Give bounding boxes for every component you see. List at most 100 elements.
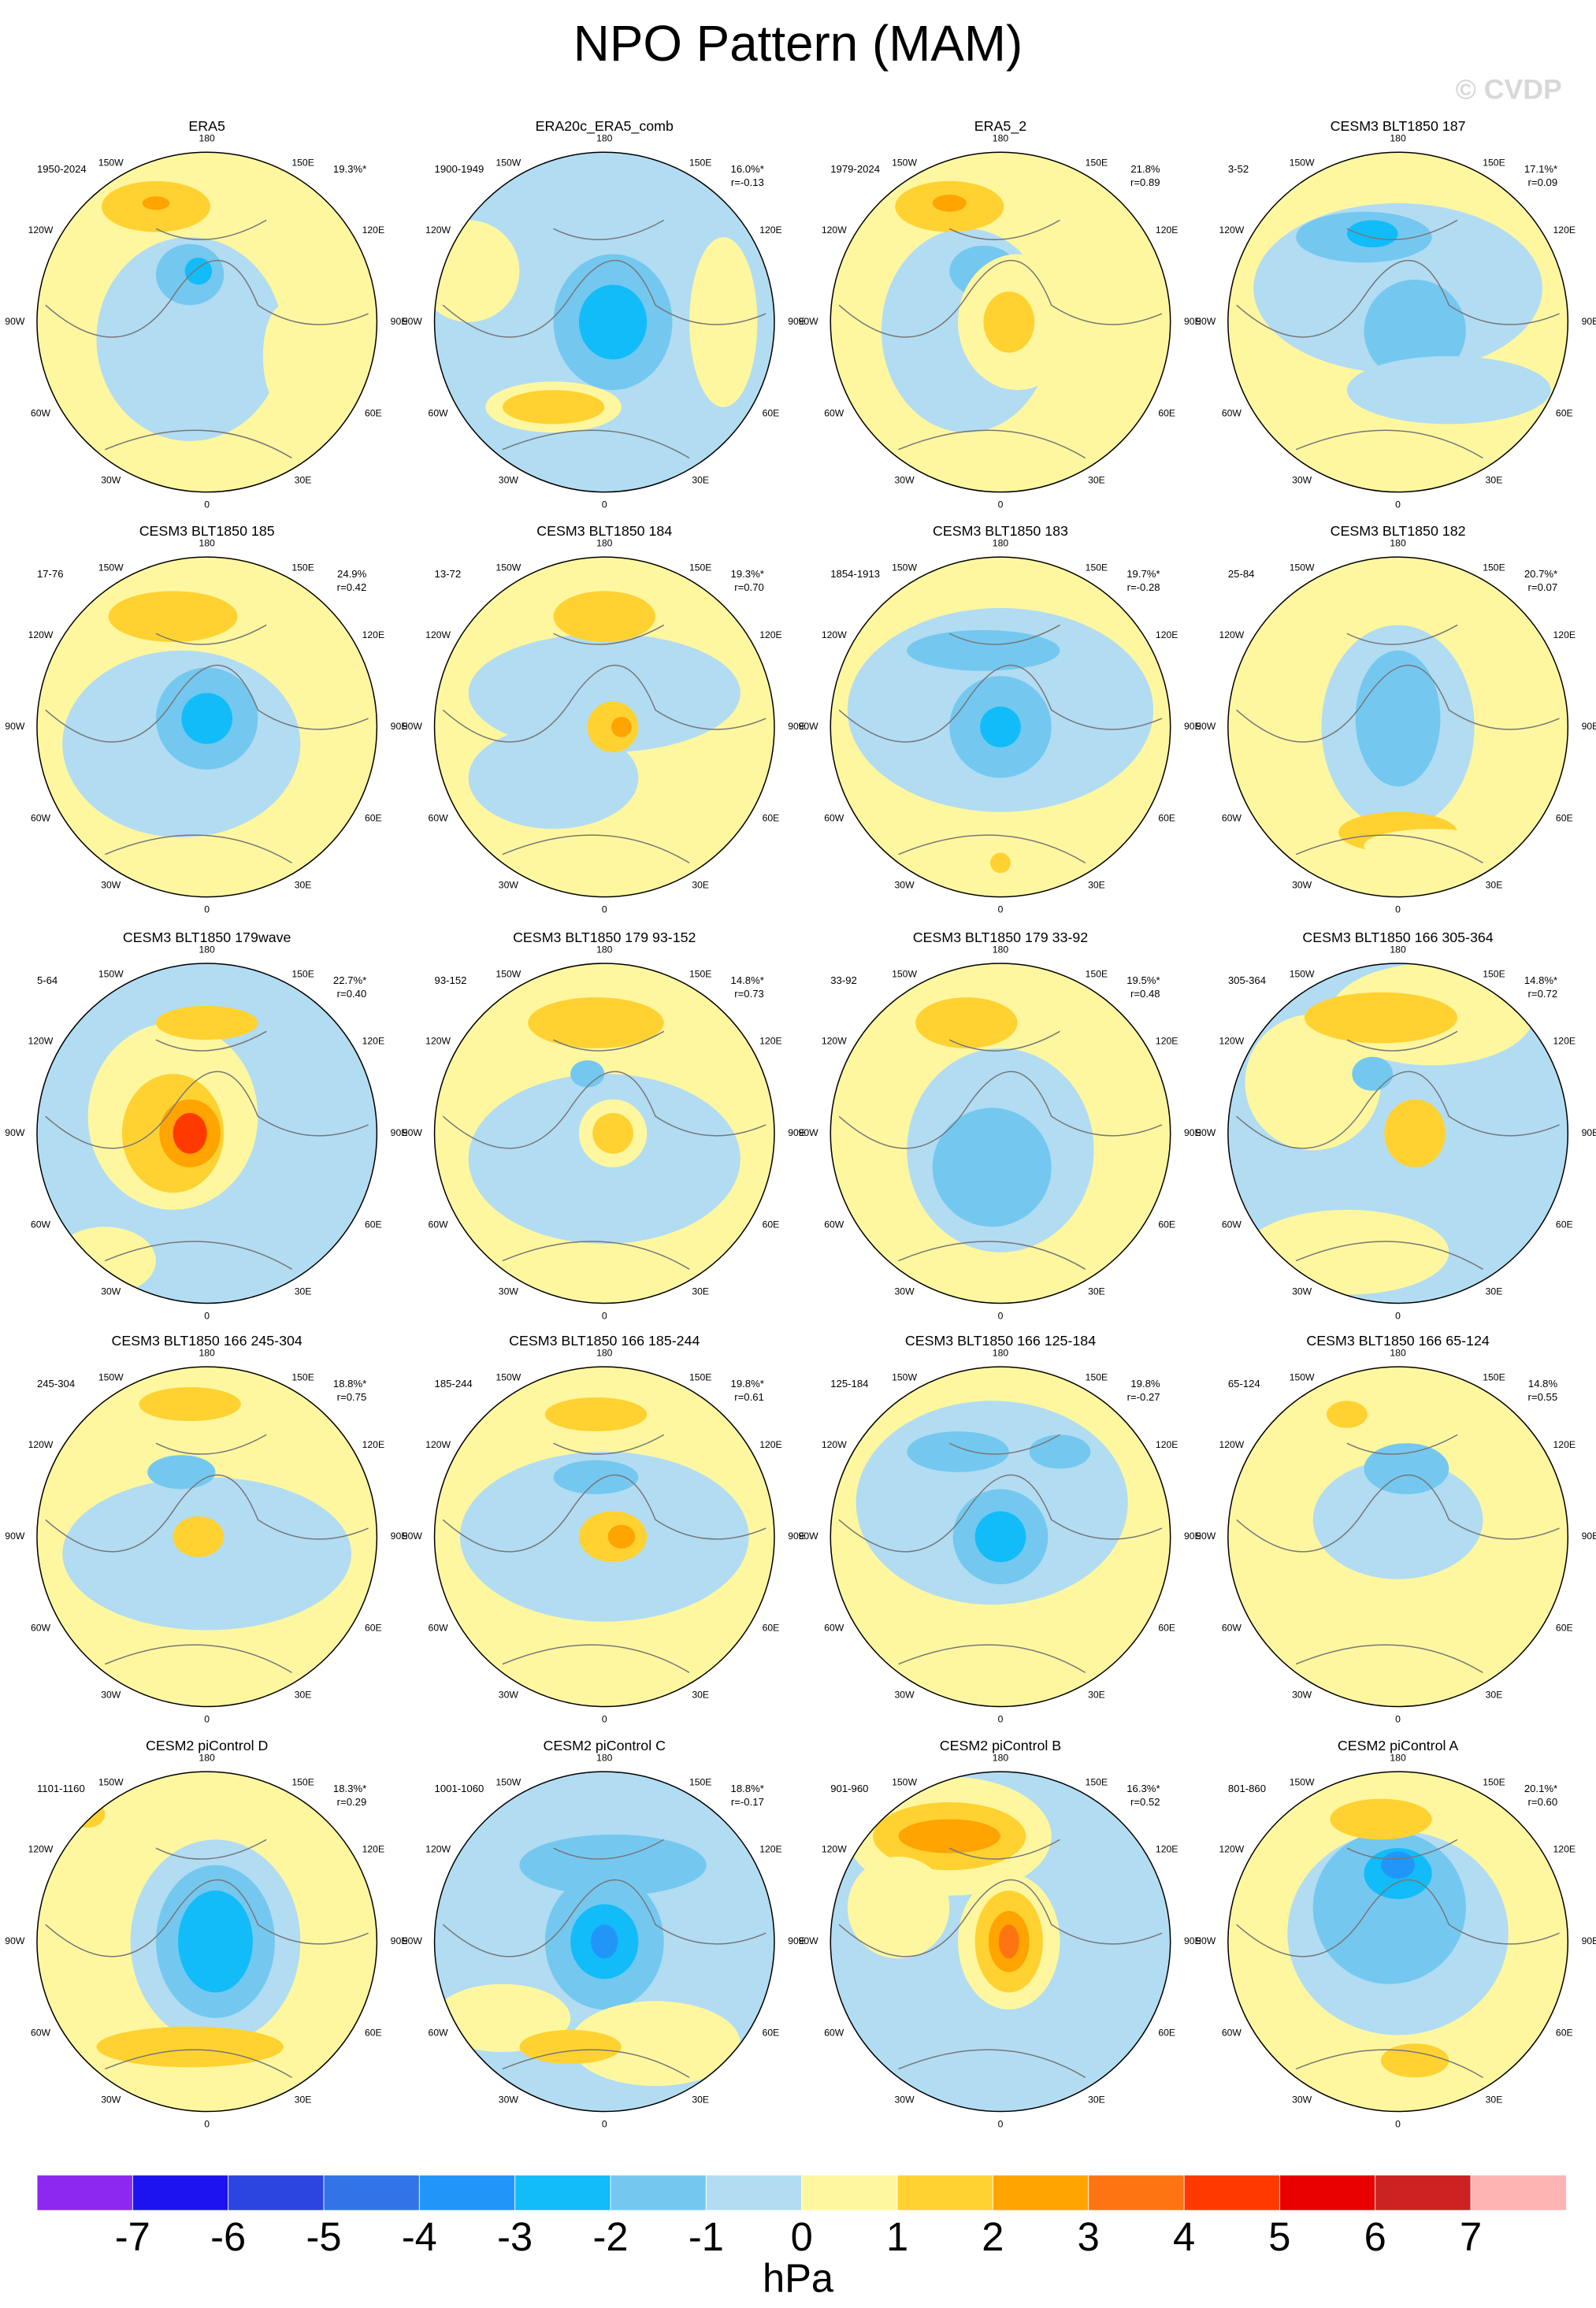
panel-title: ERA5_2	[974, 118, 1026, 135]
longitude-label: 0	[998, 1714, 1004, 1725]
anomaly-field	[45, 591, 369, 864]
longitude-label: 180	[596, 538, 613, 549]
panel-title: CESM3 BLT1850 184	[536, 523, 672, 539]
longitude-label: 90W	[1196, 1127, 1216, 1138]
longitude-label: 60W	[1222, 1219, 1242, 1230]
anomaly-field	[838, 1776, 1163, 2079]
anomaly-contour	[907, 629, 1060, 671]
longitude-label: 90E	[1582, 316, 1596, 327]
anomaly-contour	[71, 1800, 106, 1828]
figure-title: NPO Pattern (MAM)	[573, 15, 1023, 72]
map-panel: CESM3 BLT1850 183 1854-1913 19.7%*r=-0.28 1…	[799, 523, 1201, 915]
longitude-label: 0	[204, 904, 210, 915]
anomaly-contour	[998, 1924, 1019, 1959]
longitude-label: 60W	[31, 1622, 51, 1633]
map-border	[830, 963, 1171, 1304]
longitude-label: 120W	[28, 1844, 54, 1855]
panel-title: CESM3 BLT1850 185	[139, 523, 275, 539]
anomaly-contour	[108, 591, 238, 643]
longitude-label: 90W	[403, 1127, 423, 1138]
longitude-label: 150W	[892, 1372, 917, 1383]
panel-correlation: r=0.55	[1528, 1391, 1558, 1403]
longitude-label: 60E	[763, 1622, 780, 1633]
map-panel: CESM2 piControl A 801-860 20.1%* r=0.60 180 1…	[1196, 1738, 1596, 2130]
longitude-label: 150W	[496, 1372, 521, 1383]
longitude-label: 180	[199, 1752, 216, 1763]
coastline	[1236, 219, 1560, 459]
longitude-label: 150W	[98, 969, 124, 980]
longitude-label: 60E	[763, 407, 780, 418]
longitude-label: 60E	[1158, 407, 1175, 418]
panel-period: 1101-1160	[37, 1783, 85, 1794]
longitude-label: 60E	[1556, 1219, 1573, 1230]
longitude-label: 120E	[1156, 1036, 1178, 1047]
map-panel: CESM3 BLT1850 166 245-304 245-304 18.8%*r=…	[5, 1333, 407, 1725]
map-panel: CESM3 BLT1850 166 125-184 125-184 19.8%r=-…	[799, 1333, 1201, 1725]
panel-period: 93-152	[435, 974, 467, 986]
anomaly-field	[1236, 963, 1560, 1295]
panel-title: CESM3 BLT1850 179wave	[123, 930, 291, 945]
longitude-label: 150E	[291, 969, 314, 980]
anomaly-field	[45, 1387, 369, 1674]
panel-title: CESM3 BLT1850 166 65-124	[1306, 1333, 1489, 1349]
map-border	[36, 1366, 378, 1708]
longitude-label: 180	[199, 1347, 216, 1358]
map-panel: CESM2 piControl C 1001-1060 18.8%* r=-0.17 1…	[403, 1738, 805, 2130]
panel-correlation: r=0.09	[1528, 176, 1558, 188]
longitude-label: 30W	[895, 2094, 915, 2105]
coastline	[45, 1434, 369, 1674]
longitude-label: 90E	[1184, 316, 1201, 327]
longitude-label: 90E	[1184, 1935, 1201, 1946]
longitude-label: 150W	[98, 1372, 124, 1383]
longitude-label: 30W	[101, 475, 121, 486]
colorbar-bin	[1279, 2175, 1376, 2211]
anomaly-contour	[898, 1819, 1000, 1853]
longitude-label: 90W	[1196, 1531, 1216, 1542]
longitude-label: 90E	[1582, 721, 1596, 732]
longitude-label: 60E	[763, 2027, 780, 2038]
panel-title: ERA5	[188, 118, 225, 134]
longitude-label: 60E	[763, 1219, 780, 1230]
longitude-label: 60W	[1222, 407, 1242, 418]
longitude-label: 120E	[759, 224, 781, 236]
map-border	[1227, 963, 1569, 1304]
longitude-label: 150E	[1086, 1777, 1108, 1788]
longitude-label: 150E	[689, 969, 711, 980]
longitude-label: 120E	[362, 1844, 384, 1855]
panel-correlation: r=0.29	[337, 1796, 367, 1808]
map-border	[1227, 556, 1569, 898]
longitude-label: 0	[998, 904, 1004, 915]
coastline	[442, 1030, 766, 1270]
coastline	[442, 1839, 766, 2079]
anomaly-contour	[155, 1005, 258, 1041]
map-border	[433, 556, 775, 898]
coastline	[442, 624, 766, 864]
colorbar-tick-label: 0	[791, 2214, 813, 2259]
longitude-label: 120W	[822, 224, 847, 236]
longitude-label: 150W	[892, 158, 917, 169]
longitude-label: 60W	[1222, 812, 1242, 823]
anomaly-contour	[847, 1856, 950, 1959]
panel-correlation: r=0.72	[1528, 988, 1558, 1000]
anomaly-field	[838, 180, 1163, 459]
longitude-label: 120W	[28, 224, 54, 236]
longitude-label: 90E	[391, 1531, 408, 1542]
colorbar-bin	[419, 2175, 516, 2211]
anomaly-contour	[578, 284, 648, 360]
panel-title: CESM3 BLT1850 166 185-244	[509, 1333, 700, 1349]
panel-period: 1900-1949	[435, 163, 484, 175]
panel-period: 1001-1060	[435, 1783, 484, 1794]
anomaly-contour	[262, 305, 304, 407]
longitude-label: 120W	[822, 1439, 847, 1450]
colorbar-bin	[1375, 2175, 1472, 2211]
longitude-label: 120E	[759, 1036, 781, 1047]
panel-variance: 19.3%*	[333, 163, 366, 175]
longitude-label: 0	[1395, 1311, 1401, 1322]
anomaly-contour	[611, 716, 632, 737]
anomaly-contour	[1384, 1099, 1446, 1167]
panel-period: 185-244	[435, 1378, 473, 1390]
longitude-label: 120E	[1156, 629, 1178, 640]
anomaly-contour	[1364, 1443, 1449, 1494]
